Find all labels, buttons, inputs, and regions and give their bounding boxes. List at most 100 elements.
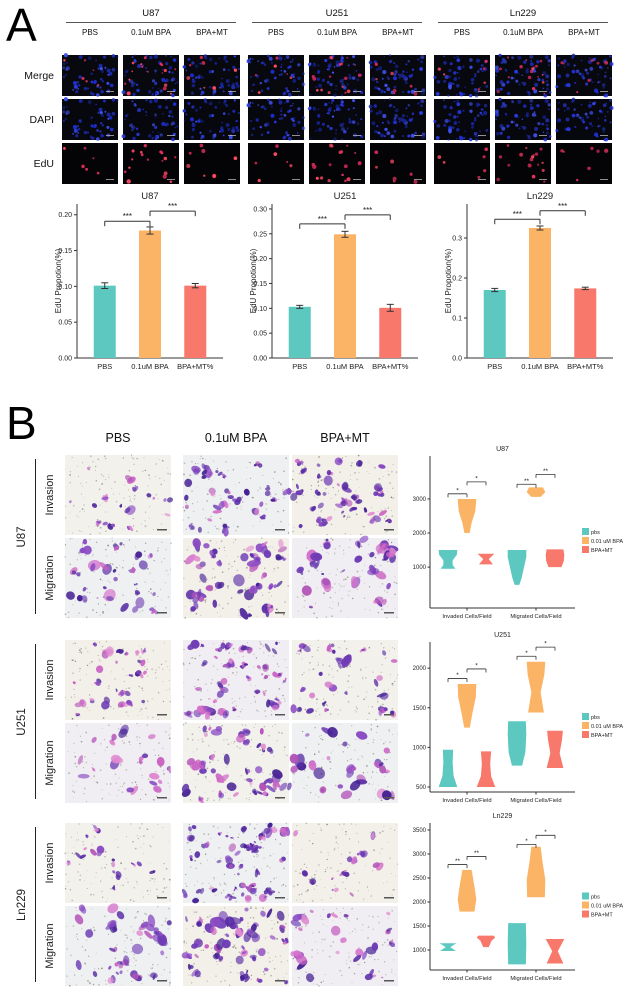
- micrograph-merge-u87-1: [121, 54, 179, 98]
- chart-title: U251: [334, 191, 357, 202]
- y-tick-label: 3500: [413, 828, 427, 834]
- condition-label: 0.1uM BPA: [204, 431, 268, 445]
- legend-swatch: [582, 537, 589, 544]
- condition-label: PBS: [105, 431, 131, 445]
- panel-a-label: A: [6, 0, 37, 51]
- significance-label: *: [525, 838, 528, 845]
- x-tick-label: Invaded Cells/Field: [442, 798, 491, 804]
- x-tick-label: PBS: [292, 362, 307, 371]
- micrograph-edu-u87-1: [123, 143, 179, 184]
- micrograph-u87-invasion-2: [290, 454, 398, 536]
- micrograph-merge-u251-1: [307, 54, 365, 97]
- micrograph-ln229-migration-0: [65, 903, 172, 987]
- legend-swatch: [582, 892, 589, 900]
- legend-label: BPA+MT: [591, 548, 613, 554]
- header-underline: [252, 22, 422, 23]
- cell-line-rule: [35, 644, 36, 799]
- row-label-dapi: DAPI: [29, 113, 54, 126]
- cell-line-rule: [35, 459, 36, 614]
- micrograph-dapi-u251-2: [368, 98, 426, 140]
- violin-plot-u87: U87 1000 2000 3000 Invaded Cells/Field Migrat…: [413, 446, 624, 620]
- header-underline: [438, 22, 608, 23]
- y-tick-label: 0.05: [253, 331, 267, 338]
- significance-label: **: [455, 858, 461, 865]
- x-tick-label: PBS: [97, 362, 112, 371]
- legend-swatch: [582, 722, 589, 729]
- legend-swatch: [582, 731, 589, 738]
- violin-BPA+MT: [476, 935, 496, 948]
- significance-label: **: [524, 478, 530, 485]
- significance-label: ***: [513, 210, 522, 219]
- row-label-invasion: Invasion: [44, 474, 56, 516]
- row-label-migration: Migration: [44, 923, 56, 969]
- micrograph-merge-u87-2: [182, 54, 240, 96]
- y-tick-label: 0.1: [452, 316, 462, 323]
- micrograph-merge-u87-0: [62, 53, 119, 97]
- legend-label: 0.01 uM BPA: [591, 724, 623, 730]
- y-tick-label: 0.3: [452, 236, 462, 243]
- chart-title: Ln229: [493, 813, 513, 820]
- micrograph-merge-ln229-2: [555, 53, 614, 98]
- legend-label: BPA+MT: [591, 733, 613, 739]
- y-tick-label: 1000: [413, 745, 427, 751]
- legend-label: pbs: [591, 715, 600, 721]
- violin-0.01 uM BPA: [457, 684, 477, 728]
- micrograph-merge-u251-0: [246, 54, 306, 97]
- significance-label: *: [475, 662, 478, 669]
- micrograph-u251-migration-2: [289, 723, 398, 803]
- bar-PBS: [483, 290, 506, 358]
- significance-label: **: [543, 468, 549, 475]
- y-tick-label: 500: [416, 785, 427, 791]
- micrograph-edu-u251-2: [370, 143, 426, 184]
- condition-label: 0.1uM BPA: [131, 28, 171, 37]
- y-tick-label: 0.20: [58, 212, 72, 219]
- violin-pbs: [507, 923, 527, 965]
- significance-label: *: [456, 487, 459, 494]
- micrograph-dapi-ln229-2: [555, 97, 614, 142]
- condition-label: PBS: [81, 28, 98, 37]
- condition-label: 0.1uM BPA: [317, 28, 357, 37]
- y-tick-label: 0.25: [253, 231, 267, 238]
- micrograph-u87-invasion-0: [64, 454, 173, 535]
- condition-label: BPA+MT: [382, 28, 414, 37]
- significance-label: *: [525, 650, 528, 657]
- legend-swatch: [582, 713, 589, 720]
- condition-label: PBS: [453, 28, 470, 37]
- micrograph-u251-invasion-1: [182, 639, 289, 721]
- violin-0.01 uM BPA: [526, 846, 546, 898]
- micrograph-edu-ln229-1: [495, 143, 551, 184]
- panel-b-label: B: [6, 397, 37, 449]
- y-tick-label: 2000: [413, 666, 427, 672]
- micrograph-dapi-u251-0: [246, 98, 306, 141]
- significance-label: ***: [363, 206, 372, 215]
- y-tick-label: 1000: [413, 948, 427, 954]
- y-tick-label: 0.00: [253, 356, 267, 363]
- bar-PBS: [288, 306, 311, 358]
- bar-0.1uM BPA: [139, 230, 161, 358]
- micrograph-edu-ln229-0: [434, 143, 490, 184]
- y-tick-label: 1500: [413, 924, 427, 930]
- micrograph-u251-migration-1: [181, 722, 292, 804]
- legend-swatch: [582, 910, 589, 918]
- cell-line-rule: [35, 827, 36, 982]
- row-label-invasion: Invasion: [44, 659, 56, 701]
- micrograph-edu-u87-2: [184, 143, 240, 184]
- micrograph-ln229-invasion-0: [64, 823, 171, 903]
- y-tick-label: 0.30: [253, 206, 267, 213]
- violin-0.01 uM BPA: [526, 661, 546, 713]
- x-tick-label: BPA+MT%: [372, 362, 409, 371]
- violin-BPA+MT: [545, 938, 565, 964]
- micrograph-merge-ln229-0: [433, 55, 490, 98]
- bar-0.1uM BPA: [529, 228, 551, 358]
- condition-label: BPA+MT: [568, 28, 600, 37]
- y-tick-label: 0.10: [58, 284, 72, 291]
- micrograph-u87-invasion-1: [182, 455, 292, 537]
- cell-line-label: U251: [16, 707, 28, 736]
- y-tick-label: 0.20: [253, 256, 267, 263]
- micrograph-ln229-migration-2: [290, 906, 398, 987]
- micrograph-u87-migration-0: [64, 537, 172, 619]
- row-label-edu: EdU: [33, 157, 54, 170]
- significance-label: **: [474, 850, 480, 857]
- significance-label: ***: [168, 202, 177, 211]
- violin-BPA+MT: [476, 751, 496, 788]
